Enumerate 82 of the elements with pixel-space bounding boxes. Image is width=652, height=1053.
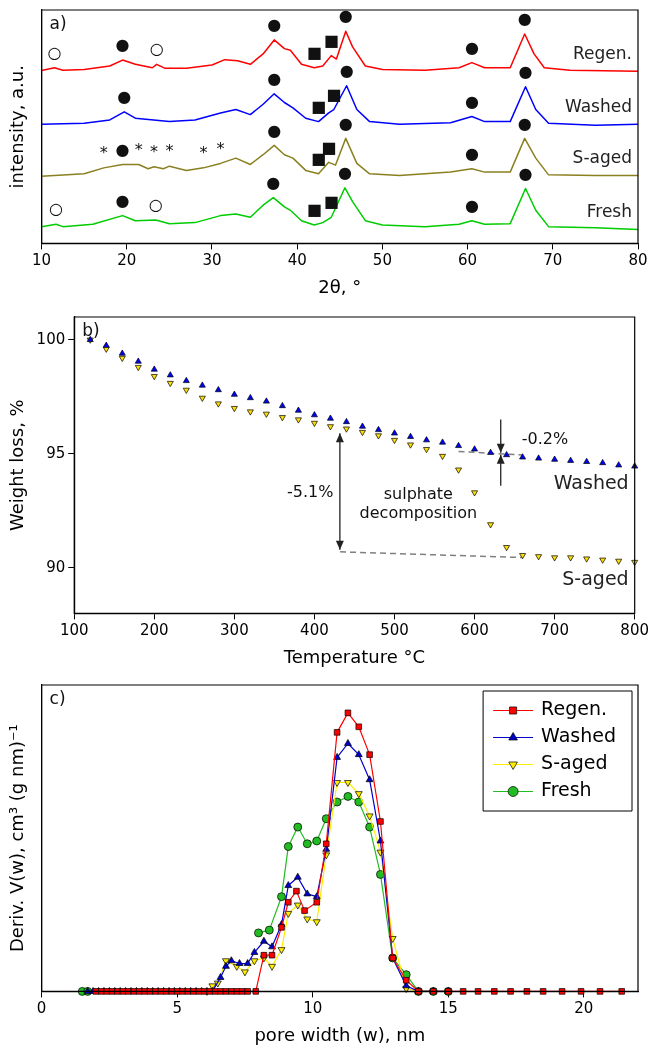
x-tick-label: 10 <box>32 251 52 270</box>
annotation: ● <box>115 35 130 55</box>
annotation: ● <box>464 37 479 57</box>
x-tick-label: 60 <box>458 251 478 270</box>
x-tick-label: 40 <box>287 251 307 270</box>
annotation: a) <box>49 12 67 33</box>
annotation: ● <box>517 9 532 29</box>
annotation: ■ <box>323 30 339 50</box>
annotation: ● <box>337 162 352 182</box>
y-axis-title: Weight loss, % <box>6 399 28 532</box>
annotation: ● <box>464 143 479 163</box>
x-axis-title: 2θ, ° <box>318 275 362 297</box>
annotation: ● <box>117 87 132 106</box>
annotation: ● <box>339 60 354 80</box>
legend-label: Washed <box>541 724 616 747</box>
legend-label: Regen. <box>541 697 607 720</box>
x-tick-label: 20 <box>574 999 594 1018</box>
series-label: Washed <box>553 470 629 493</box>
annotation: * <box>134 139 143 159</box>
annotation: ● <box>267 15 282 35</box>
annotation: ■ <box>306 42 322 62</box>
series-label: Washed <box>564 96 632 117</box>
series-label: Regen. <box>573 43 632 64</box>
x-tick-label: 500 <box>380 621 409 640</box>
annotation: ● <box>464 195 479 215</box>
annotation: ○ <box>148 195 163 215</box>
x-tick-label: 20 <box>117 251 137 270</box>
annotation: b) <box>82 319 100 340</box>
y-axis-title: intensity, a.u. <box>6 65 28 189</box>
annotation: -5.1% <box>286 481 334 501</box>
x-tick-label: 400 <box>300 621 329 640</box>
annotation: ■ <box>310 96 327 116</box>
x-tick-label: 0 <box>36 999 47 1018</box>
legend-label: S-aged <box>541 751 608 774</box>
annotation: ● <box>267 68 282 88</box>
annotation: ■ <box>326 84 342 104</box>
x-tick-label: 50 <box>372 251 392 270</box>
series-label: S-aged <box>572 147 632 168</box>
x-tick-label: 5 <box>172 999 182 1018</box>
annotation: ■ <box>323 192 339 212</box>
y-tick-label: 95 <box>46 443 66 462</box>
x-tick-label: 800 <box>620 621 650 640</box>
annotation: * <box>150 141 159 161</box>
annotation: ○ <box>49 199 64 219</box>
series-label: Fresh <box>586 201 632 222</box>
annotation: ○ <box>47 42 62 62</box>
text: c) <box>49 687 66 708</box>
x-tick-label: 70 <box>543 251 563 270</box>
annotation: * <box>99 143 108 163</box>
x-tick-label: 15 <box>438 999 458 1018</box>
annotation: ■ <box>306 200 322 220</box>
annotation: -0.2% <box>521 429 569 449</box>
annotation: * <box>199 143 208 163</box>
x-tick-label: 100 <box>59 621 89 640</box>
x-tick-label: 600 <box>460 621 489 640</box>
x-tick-label: 300 <box>220 621 249 640</box>
x-axis-title: Temperature °C <box>282 645 426 667</box>
annotation: sulphate decomposition <box>359 483 478 522</box>
x-tick-label: 700 <box>540 621 569 640</box>
series-label: S-aged <box>562 566 629 589</box>
legend-label: Fresh <box>541 778 592 801</box>
y-tick-label: 100 <box>36 329 66 348</box>
annotation: ○ <box>149 39 164 59</box>
x-tick-label: 30 <box>202 251 222 270</box>
annotation: ● <box>338 113 353 133</box>
annotation: * <box>165 141 174 161</box>
annotation: ● <box>115 190 130 210</box>
annotation: ● <box>518 163 533 183</box>
x-axis-title: pore width (w), nm <box>254 1023 426 1045</box>
annotation: * <box>216 138 225 158</box>
annotation: ● <box>266 172 281 192</box>
annotation: ● <box>464 91 479 111</box>
x-tick-label: 80 <box>628 251 648 270</box>
annotation: ● <box>518 61 533 81</box>
annotation: ● <box>338 6 353 26</box>
x-tick-label: 200 <box>139 621 169 640</box>
x-tick-label: 10 <box>303 999 323 1018</box>
y-tick-label: 90 <box>46 557 66 576</box>
annotation: ● <box>115 139 130 159</box>
y-axis-title: Deriv. V(w), cm³ (g nm)⁻¹ <box>6 724 28 953</box>
annotation: ● <box>267 120 282 140</box>
annotation: ● <box>517 113 532 133</box>
